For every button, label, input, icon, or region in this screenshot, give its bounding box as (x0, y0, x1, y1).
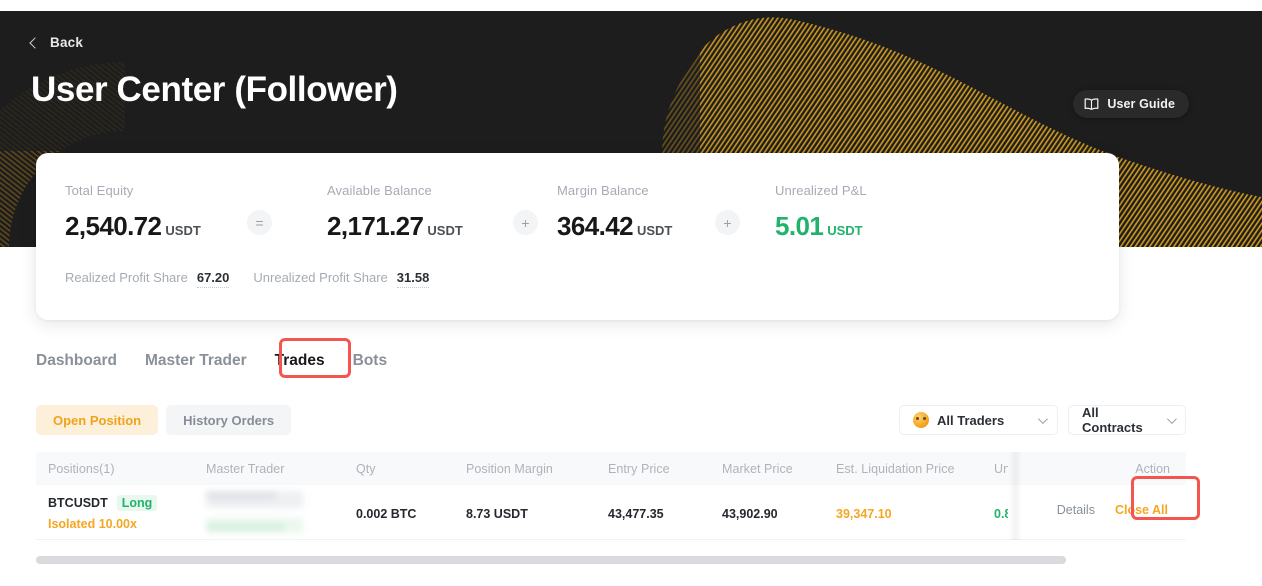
stat-unit: USDT (165, 223, 201, 238)
filter-group: All Traders All Contracts (899, 405, 1186, 435)
back-button[interactable]: Back (29, 35, 84, 50)
cell-entry-price: 43,477.35 (608, 507, 664, 521)
col-entry-price: Entry Price (608, 462, 670, 476)
col-market-price: Market Price (722, 462, 793, 476)
stat-available-balance: Available Balance 2,171.27 USDT (327, 183, 463, 242)
chevron-left-icon (29, 36, 41, 49)
tab-trades[interactable]: Trades (274, 352, 325, 369)
account-summary-card: Total Equity 2,540.72 USDT = Available Ba… (36, 153, 1119, 320)
top-white-strip (0, 0, 1262, 11)
stat-label: Unrealized P&L (775, 183, 867, 198)
cell-market-price: 43,902.90 (722, 507, 778, 521)
user-guide-label: User Guide (1107, 97, 1175, 111)
stat-label: Margin Balance (557, 183, 649, 198)
row-action-group: Details Close All (1057, 503, 1174, 517)
position-symbol: BTCUSDT (48, 496, 108, 510)
profit-share-row: Realized Profit Share 67.20 Unrealized P… (65, 270, 430, 288)
stat-number: 364.42 (557, 211, 634, 241)
book-open-icon (1084, 97, 1099, 111)
table-row[interactable]: BTCUSDT Long Isolated 10.00x 0.002 BTC 8… (36, 485, 1186, 540)
operator-glyph: + (723, 214, 732, 231)
stat-value: 5.01 USDT (775, 211, 867, 242)
stat-total-equity: Total Equity 2,540.72 USDT (65, 183, 201, 242)
tab-dashboard[interactable]: Dashboard (36, 352, 117, 369)
stats-row: Total Equity 2,540.72 USDT = Available Ba… (36, 153, 1119, 263)
main-tab-bar: Dashboard Master Trader Trades Bots (36, 352, 401, 370)
filter-all-traders[interactable]: All Traders (899, 405, 1058, 435)
operator-plus-1: + (513, 210, 538, 235)
cell-position-margin: 8.73 USDT (466, 507, 528, 521)
avatar-icon (913, 412, 929, 428)
realized-profit-share-value[interactable]: 67.20 (196, 270, 230, 288)
operator-equals: = (247, 210, 272, 235)
stat-number: 2,540.72 (65, 211, 162, 241)
stat-label: Total Equity (65, 183, 134, 198)
page-title: User Center (Follower) (31, 70, 398, 109)
filter-all-contracts[interactable]: All Contracts (1068, 405, 1186, 435)
realized-profit-share-label: Realized Profit Share (65, 270, 188, 285)
stat-value: 2,171.27 USDT (327, 211, 463, 242)
stat-value: 364.42 USDT (557, 211, 672, 242)
chevron-down-icon (1166, 413, 1177, 424)
col-positions: Positions(1) (48, 462, 115, 476)
filter-all-traders-label: All Traders (937, 412, 1005, 428)
operator-glyph: = (255, 214, 264, 231)
unrealized-profit-share-value[interactable]: 31.58 (396, 270, 430, 288)
stat-unit: USDT (427, 223, 463, 238)
cell-qty: 0.002 BTC (356, 507, 417, 521)
sticky-action-column: Action Details Close All (1008, 452, 1186, 540)
cell-master-trader-redacted (206, 491, 303, 533)
position-segment-control: Open Position History Orders (36, 405, 292, 435)
cell-position: BTCUSDT Long Isolated 10.00x (48, 495, 158, 531)
stat-unrealized-pnl: Unrealized P&L 5.01 USDT (775, 183, 867, 242)
filter-all-contracts-label: All Contracts (1082, 405, 1143, 435)
details-button[interactable]: Details (1056, 503, 1095, 517)
segment-open-position[interactable]: Open Position (36, 405, 159, 435)
cell-unrealized-pnl: 0.8 (994, 507, 1012, 521)
sticky-action-header: Action (1008, 452, 1186, 485)
tab-bots[interactable]: Bots (352, 352, 388, 369)
stat-unit: USDT (636, 223, 673, 238)
position-side-badge: Long (116, 495, 158, 511)
col-master-trader: Master Trader (206, 462, 285, 476)
col-qty: Qty (356, 462, 376, 476)
col-action: Action (1135, 462, 1170, 476)
horizontal-scrollbar-thumb[interactable] (36, 556, 1066, 564)
col-liquidation-price: Est. Liquidation Price (836, 462, 955, 476)
stat-margin-balance: Margin Balance 364.42 USDT (557, 183, 672, 242)
close-all-button[interactable]: Close All (1114, 503, 1168, 517)
sticky-action-body: Details Close All (1008, 485, 1186, 540)
unrealized-profit-share-label: Unrealized Profit Share (253, 270, 388, 285)
position-margin-mode: Isolated 10.00x (48, 517, 137, 531)
stat-number: 2,171.27 (327, 211, 424, 241)
back-button-label: Back (50, 35, 84, 50)
stat-unit: USDT (827, 223, 863, 238)
chevron-down-icon (1037, 413, 1048, 424)
positions-table: Positions(1) Master Trader Qty Position … (36, 452, 1186, 552)
col-position-margin: Position Margin (466, 462, 553, 476)
segment-history-orders[interactable]: History Orders (166, 405, 292, 435)
stat-value: 2,540.72 USDT (65, 211, 201, 242)
operator-plus-2: + (715, 210, 740, 235)
user-guide-button[interactable]: User Guide (1073, 90, 1189, 118)
stat-number: 5.01 (775, 211, 824, 241)
operator-glyph: + (521, 214, 530, 231)
tab-master-trader[interactable]: Master Trader (144, 352, 247, 369)
position-symbol-row: BTCUSDT Long (48, 495, 158, 511)
table-header-row: Positions(1) Master Trader Qty Position … (36, 452, 1186, 485)
stat-label: Available Balance (327, 183, 432, 198)
cell-liquidation-price: 39,347.10 (836, 507, 892, 521)
